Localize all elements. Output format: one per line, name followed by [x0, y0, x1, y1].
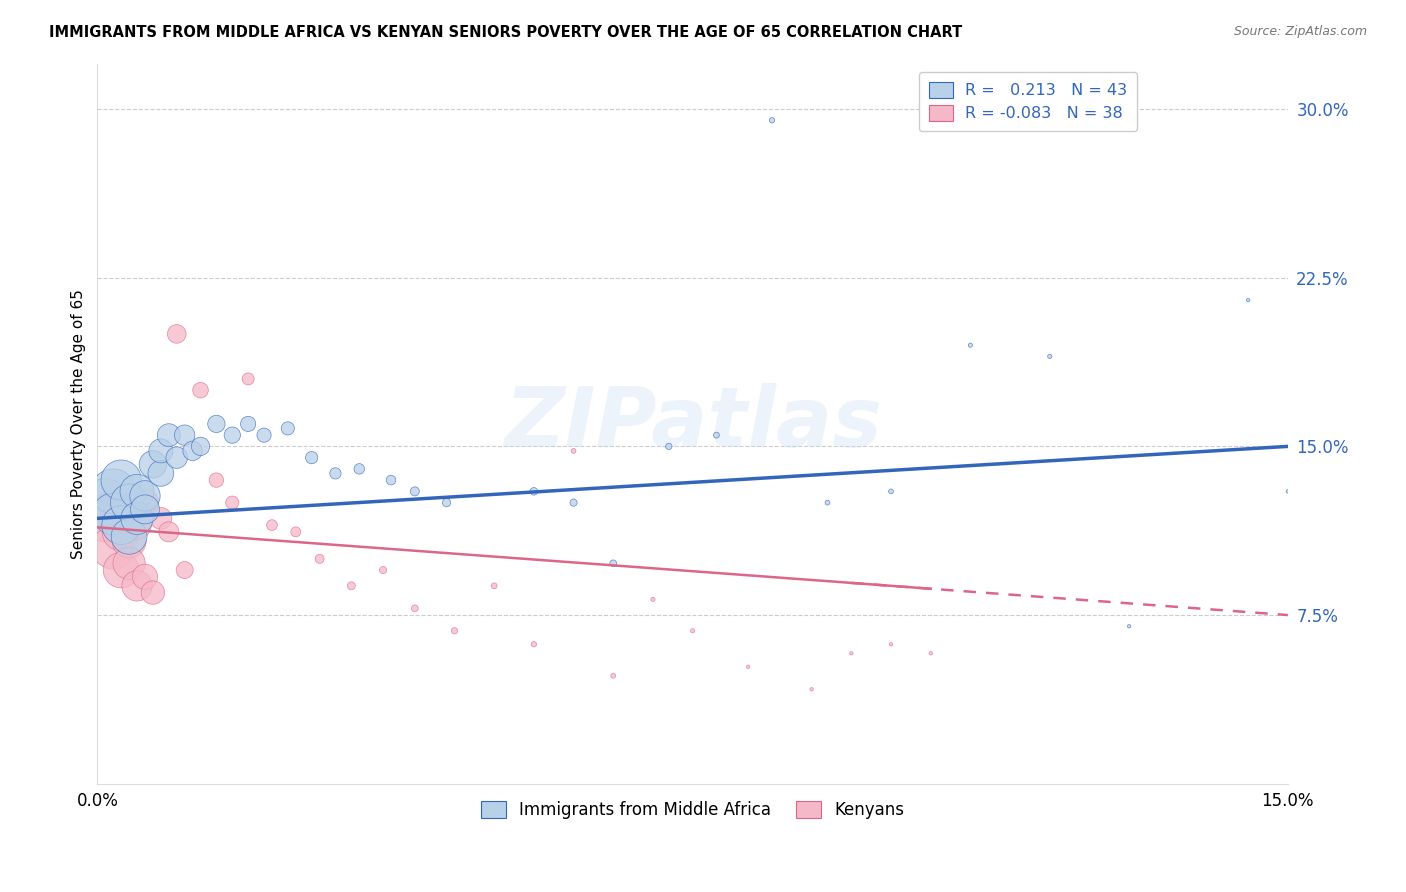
Point: [190, 383, 212, 397]
Point: [260, 518, 283, 533]
Point: [482, 579, 505, 593]
Y-axis label: Seniors Poverty Over the Age of 65: Seniors Poverty Over the Age of 65: [72, 289, 86, 558]
Point: [205, 473, 228, 487]
Point: [190, 439, 212, 453]
Point: [841, 646, 863, 660]
Point: [562, 495, 585, 509]
Point: [221, 495, 243, 509]
Point: [284, 524, 307, 539]
Point: [562, 443, 585, 458]
Point: [142, 458, 165, 472]
Point: [404, 484, 426, 499]
Text: IMMIGRANTS FROM MIDDLE AFRICA VS KENYAN SENIORS POVERTY OVER THE AGE OF 65 CORRE: IMMIGRANTS FROM MIDDLE AFRICA VS KENYAN …: [49, 25, 963, 40]
Point: [103, 541, 125, 555]
Point: [221, 428, 243, 442]
Point: [166, 450, 188, 465]
Point: [301, 450, 323, 465]
Point: [125, 579, 148, 593]
Point: [173, 428, 195, 442]
Point: [817, 495, 839, 509]
Point: [134, 502, 156, 516]
Point: [134, 495, 156, 509]
Point: [118, 533, 141, 548]
Point: [1039, 350, 1062, 364]
Point: [959, 338, 981, 352]
Point: [602, 557, 624, 571]
Point: [436, 495, 458, 509]
Point: [880, 484, 903, 499]
Point: [118, 529, 141, 543]
Point: [134, 489, 156, 503]
Point: [110, 473, 132, 487]
Point: [173, 563, 195, 577]
Point: [118, 557, 141, 571]
Point: [682, 624, 704, 638]
Point: [125, 511, 148, 525]
Point: [1118, 619, 1140, 633]
Point: [443, 624, 465, 638]
Point: [118, 495, 141, 509]
Point: [800, 682, 823, 697]
Legend: Immigrants from Middle Africa, Kenyans: Immigrants from Middle Africa, Kenyans: [474, 794, 911, 826]
Point: [253, 428, 276, 442]
Point: [1237, 293, 1260, 308]
Point: [641, 592, 664, 607]
Point: [149, 511, 172, 525]
Point: [277, 421, 299, 435]
Point: [920, 646, 942, 660]
Point: [308, 551, 330, 566]
Point: [142, 585, 165, 599]
Point: [110, 524, 132, 539]
Point: [103, 484, 125, 499]
Point: [236, 417, 259, 431]
Point: [94, 511, 117, 525]
Point: [103, 502, 125, 516]
Point: [149, 467, 172, 481]
Point: [205, 417, 228, 431]
Point: [157, 428, 180, 442]
Point: [404, 601, 426, 615]
Point: [103, 507, 125, 521]
Point: [110, 563, 132, 577]
Point: [149, 443, 172, 458]
Point: [181, 443, 204, 458]
Point: [134, 570, 156, 584]
Point: [349, 462, 371, 476]
Point: [236, 372, 259, 386]
Point: [166, 326, 188, 341]
Point: [110, 518, 132, 533]
Point: [761, 113, 783, 128]
Text: ZIPatlas: ZIPatlas: [503, 384, 882, 465]
Point: [880, 637, 903, 651]
Point: [371, 563, 394, 577]
Point: [325, 467, 347, 481]
Point: [602, 669, 624, 683]
Point: [658, 439, 681, 453]
Point: [737, 660, 759, 674]
Point: [125, 518, 148, 533]
Point: [157, 524, 180, 539]
Point: [523, 484, 546, 499]
Point: [706, 428, 728, 442]
Point: [1277, 484, 1299, 499]
Point: [380, 473, 402, 487]
Point: [340, 579, 363, 593]
Point: [523, 637, 546, 651]
Text: Source: ZipAtlas.com: Source: ZipAtlas.com: [1233, 25, 1367, 38]
Point: [94, 495, 117, 509]
Point: [125, 484, 148, 499]
